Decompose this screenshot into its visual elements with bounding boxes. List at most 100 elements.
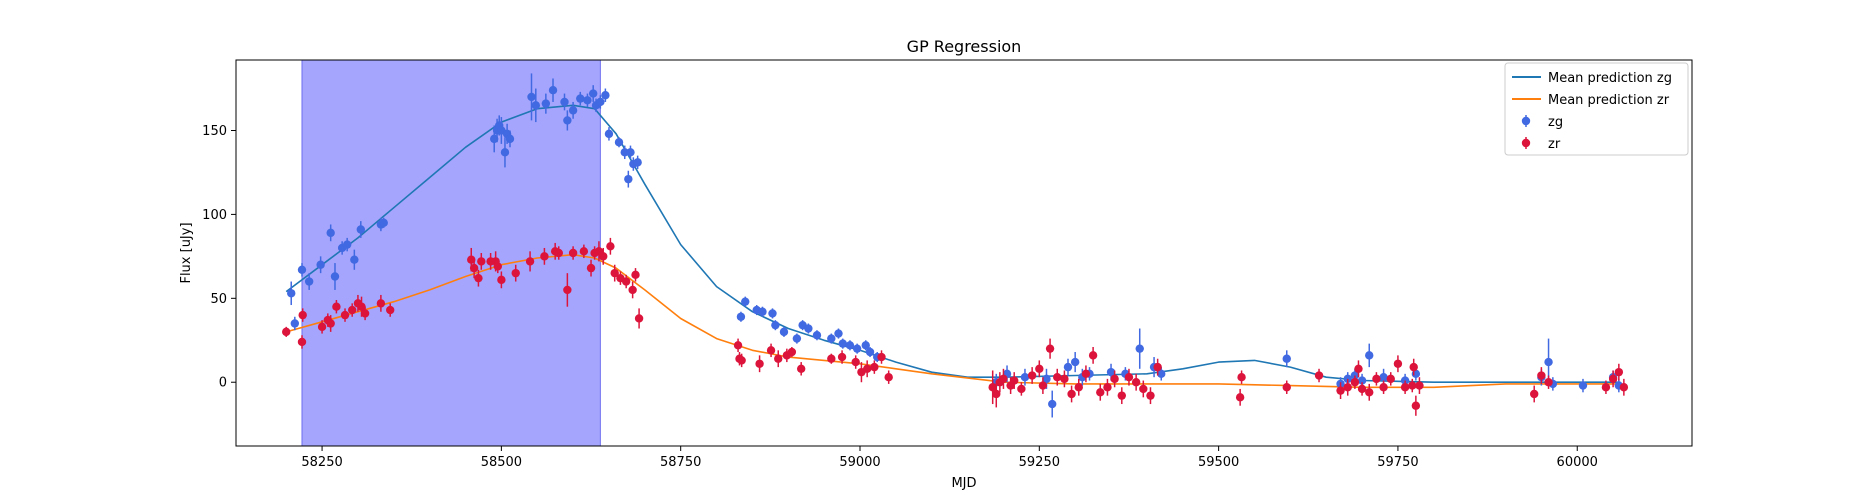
data-point-zg	[548, 86, 558, 95]
data-point-zg	[614, 138, 624, 147]
data-point-zr	[1314, 371, 1324, 380]
x-axis-label: MJD	[951, 476, 976, 491]
legend-label-mean-zg: Mean prediction zg	[1548, 71, 1672, 86]
data-point-zr	[827, 354, 836, 363]
y-tick-label: 0	[219, 376, 227, 391]
data-point-zr	[1110, 374, 1119, 384]
data-point-zg	[583, 96, 592, 105]
x-tick-label: 60000	[1557, 455, 1598, 470]
data-point-zr	[579, 247, 589, 256]
data-point-zr	[1544, 378, 1553, 387]
data-point-zr	[1053, 372, 1062, 382]
x-tick-label: 59250	[1019, 455, 1060, 470]
data-point-zr	[586, 263, 596, 273]
data-point-zr	[554, 248, 563, 258]
data-point-zr	[477, 257, 486, 266]
data-point-zg	[379, 218, 388, 227]
y-axis-label: Flux [uJy]	[179, 222, 194, 283]
data-point-zr	[1146, 391, 1155, 400]
legend-swatch-zg	[1521, 115, 1531, 127]
data-point-zg	[1048, 399, 1057, 409]
data-point-zg	[865, 347, 875, 357]
data-point-zr	[386, 305, 395, 315]
data-point-zg	[342, 240, 352, 249]
series-zr	[282, 237, 1629, 416]
data-point-zg	[350, 255, 359, 264]
data-point-zr	[282, 327, 291, 337]
y-tick-label: 50	[210, 292, 227, 307]
data-point-zg	[1578, 381, 1588, 390]
data-point-zr	[610, 268, 619, 278]
data-point-zr	[493, 262, 502, 271]
data-point-zr	[511, 268, 520, 278]
data-point-zg	[768, 309, 777, 318]
data-point-zr	[796, 364, 806, 373]
data-point-zr	[1074, 383, 1083, 392]
data-point-zr	[774, 354, 783, 363]
data-point-zr	[862, 364, 872, 373]
data-point-zg	[1157, 369, 1166, 379]
data-point-zg	[852, 344, 862, 353]
data-point-zr	[317, 322, 327, 332]
data-point-zr	[837, 352, 847, 362]
data-point-zr	[1393, 359, 1403, 368]
data-point-zr	[884, 372, 893, 382]
data-point-zr	[1409, 362, 1418, 372]
data-point-zg	[1135, 344, 1144, 353]
data-point-zr	[755, 359, 764, 368]
series-zg	[287, 73, 1624, 418]
data-point-zr	[1343, 383, 1352, 392]
data-point-zg	[779, 327, 789, 337]
legend-label-zg: zg	[1548, 115, 1563, 130]
data-point-zg	[624, 174, 633, 184]
data-point-zg	[633, 158, 642, 167]
data-point-zg	[1400, 376, 1410, 385]
data-point-zr	[1139, 384, 1148, 394]
data-point-zg	[604, 129, 614, 139]
data-point-zg	[861, 341, 870, 350]
data-point-zg	[531, 101, 541, 110]
data-point-zr	[1601, 383, 1611, 392]
data-point-zr	[540, 252, 549, 261]
data-point-zr	[1235, 393, 1245, 402]
data-point-zg	[834, 329, 843, 338]
legend-label-mean-zr: Mean prediction zr	[1548, 93, 1670, 108]
data-point-zr	[988, 383, 997, 392]
data-point-zg	[601, 91, 610, 100]
data-point-zg	[1070, 357, 1080, 367]
data-point-zr	[1088, 351, 1098, 360]
data-point-zg	[845, 341, 855, 350]
data-point-zr	[599, 252, 608, 261]
data-point-zr	[1060, 374, 1069, 384]
plot-content	[282, 60, 1629, 446]
data-point-zr	[1354, 364, 1363, 373]
data-point-zr	[621, 277, 631, 286]
data-point-zg	[792, 334, 802, 343]
legend: Mean prediction zg Mean prediction zr zg…	[1504, 62, 1689, 156]
x-tick-label: 58250	[301, 455, 342, 470]
legend-box	[1504, 62, 1689, 156]
data-point-zr	[1350, 378, 1360, 387]
data-point-zr	[606, 242, 615, 251]
data-point-zr	[347, 305, 357, 315]
legend-point	[1521, 138, 1531, 148]
data-point-zg	[804, 324, 813, 333]
data-point-zr	[1131, 378, 1141, 387]
data-point-zg	[771, 320, 780, 330]
data-point-zr	[469, 263, 479, 273]
data-point-zr	[1365, 388, 1374, 397]
data-point-zr	[1103, 383, 1112, 392]
data-point-zr	[467, 255, 476, 264]
data-point-zr	[1045, 344, 1055, 353]
data-point-zr	[992, 389, 1001, 399]
legend-label-zr: zr	[1548, 137, 1561, 152]
data-point-zr	[1357, 384, 1367, 394]
data-point-zr	[877, 352, 886, 362]
data-point-zr	[326, 319, 335, 328]
data-point-zr	[1608, 374, 1618, 384]
data-point-zg	[356, 225, 365, 234]
data-point-zr	[870, 362, 879, 372]
data-point-zg	[563, 116, 572, 125]
data-point-zg	[741, 297, 750, 306]
